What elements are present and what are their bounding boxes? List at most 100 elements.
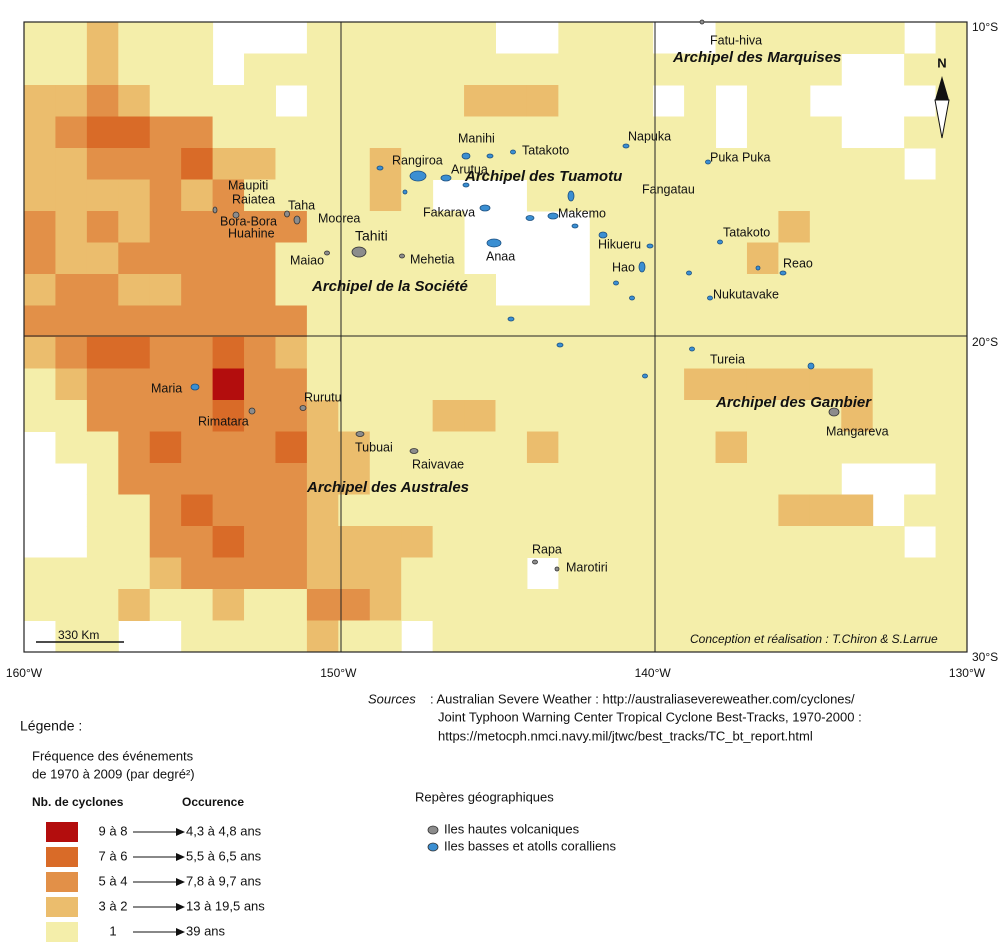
grid-cell (652, 526, 685, 558)
grid-cell (432, 148, 465, 180)
grid-cell (809, 242, 842, 275)
grid-cell (55, 22, 88, 54)
grid-cell (24, 179, 56, 212)
grid-cell (306, 368, 339, 401)
grid-cell (244, 337, 276, 369)
place-label: Rangiroa (392, 153, 443, 167)
grid-cell (212, 589, 245, 621)
grid-cell (809, 400, 842, 432)
grid-cell (181, 116, 214, 149)
grid-cell (149, 463, 182, 495)
grid-cell (841, 431, 874, 464)
grid-cell (212, 431, 245, 464)
lat-label: 30°S (972, 650, 998, 664)
grid-cell (652, 368, 685, 401)
grid-cell (118, 400, 151, 432)
grid-cell (715, 242, 748, 275)
grid-cell (464, 116, 496, 149)
grid-cell (652, 337, 685, 369)
grid-cell (872, 620, 905, 653)
legend-count: 5 à 4 (99, 873, 128, 888)
grid-cell (149, 494, 182, 527)
grid-cell (86, 242, 119, 275)
north-label: N (937, 55, 946, 70)
grid-cell (464, 557, 496, 590)
lon-label: 130°W (949, 666, 986, 680)
grid-cell (684, 494, 717, 527)
grid-cell (495, 53, 528, 86)
grid-cell (212, 620, 245, 653)
grid-cell (684, 431, 717, 464)
atoll (567, 190, 575, 202)
grid-cell (495, 400, 528, 432)
grid-cell (904, 211, 937, 243)
grid-cell (275, 274, 308, 306)
grid-cell (432, 463, 465, 495)
grid-cell (778, 85, 811, 117)
legend-occurrence: 39 ans (186, 923, 226, 938)
grid-cell (275, 116, 308, 149)
grid-cell (55, 431, 88, 464)
grid-cell (86, 431, 119, 464)
grid-cell (55, 85, 88, 117)
grid-cell (275, 620, 308, 653)
grid-cell (86, 620, 119, 653)
atoll (689, 346, 695, 352)
grid-cell (118, 274, 151, 306)
grid-cell (338, 400, 371, 432)
grid-cell (432, 368, 465, 401)
grid-cell (809, 368, 842, 401)
grid-cell (432, 494, 465, 527)
grid-cell (558, 337, 591, 369)
legend-arrow-head (176, 878, 185, 886)
grid-cell (149, 400, 182, 432)
grid-cell (369, 53, 402, 86)
grid-cell (684, 211, 717, 243)
grid-cell (778, 116, 811, 149)
grid-cell (338, 148, 371, 180)
grid-cell (338, 305, 371, 338)
grid-cell (684, 463, 717, 495)
grid-cell (432, 22, 465, 54)
place-label: Maria (151, 381, 182, 395)
grid-cell (275, 557, 308, 590)
graticule-labels: 160°W 150°W 140°W 130°W 10°S 20°S 30°S (6, 20, 998, 680)
island (212, 206, 218, 214)
grid-cell (181, 620, 214, 653)
grid-cell (464, 85, 496, 117)
grid-cell (118, 22, 151, 54)
grid-cell (935, 589, 968, 621)
grid-cell (55, 305, 88, 338)
atoll (376, 165, 384, 171)
reperes-swatch (427, 842, 439, 852)
grid-cell (684, 557, 717, 590)
grid-cell (904, 242, 937, 275)
grid-cell (684, 53, 717, 86)
grid-cell (181, 337, 214, 369)
place-label: Tureia (710, 352, 745, 366)
island (232, 211, 240, 219)
legend-arrow-head (176, 928, 185, 936)
grid-cell (55, 148, 88, 180)
map-frame (23, 21, 968, 653)
grid-cell (24, 589, 56, 621)
grid-cell (621, 463, 654, 495)
grid-cell (212, 179, 245, 212)
atoll (571, 223, 579, 229)
grid-cell (464, 337, 496, 369)
grid-cell (746, 305, 779, 338)
grid-cell (24, 368, 56, 401)
grid-cell (244, 400, 276, 432)
reperes-title: Repères géographiques (415, 789, 554, 804)
grid-cell (558, 589, 591, 621)
grid-cell (306, 211, 339, 243)
place-label: Fatu-hiva (710, 33, 762, 47)
grid-cell (841, 368, 874, 401)
grid-cell (401, 22, 434, 54)
grid-cell (809, 22, 842, 54)
grid-cell (432, 431, 465, 464)
grid-cell (746, 116, 779, 149)
grid-cell (369, 85, 402, 117)
grid-cell (401, 463, 434, 495)
grid-cell (526, 53, 559, 86)
